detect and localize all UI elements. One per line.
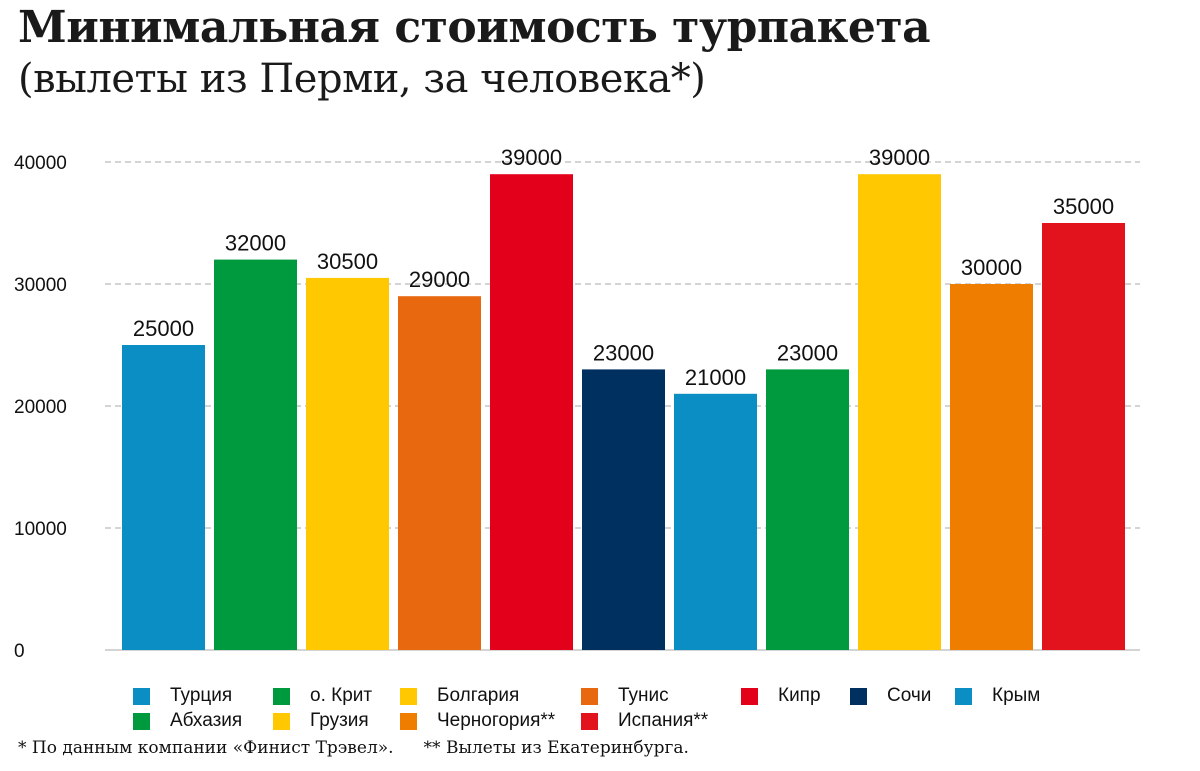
legend-swatch [955, 687, 972, 705]
bar-chart: 0 10000 20000 30000 40000 25000 32000 30500 2900… [14, 145, 1140, 662]
data-label: 35000 [1053, 194, 1114, 219]
y-tick-label: 30000 [14, 275, 67, 296]
legend-item: Кипр [741, 685, 821, 707]
data-label: 30500 [317, 249, 378, 274]
bar-1 [122, 345, 205, 650]
bar-11 [1042, 223, 1125, 650]
legend-swatch [581, 712, 598, 730]
legend-swatch [133, 687, 150, 705]
legend-label: Сочи [887, 685, 932, 706]
chart-title: Минимальная стоимость турпакета [18, 2, 931, 53]
legend-label: Болгария [437, 685, 520, 706]
bar-6 [582, 369, 665, 650]
legend-item: Испания** [581, 710, 708, 732]
bar-2 [214, 259, 297, 650]
legend-label: Тунис [618, 685, 669, 706]
data-label: 29000 [409, 267, 470, 292]
data-label: 21000 [685, 365, 746, 390]
legend-label: Крым [992, 685, 1041, 706]
data-label: 25000 [133, 316, 194, 341]
legend-label: Кипр [778, 685, 821, 706]
legend-label: Грузия [310, 710, 369, 731]
legend-label: Турция [170, 685, 233, 706]
data-label: 23000 [593, 340, 654, 365]
footnote-1: * По данным компании «Финист Трэвел». [18, 738, 394, 758]
legend-swatch [400, 712, 417, 730]
legend-swatch [273, 712, 290, 730]
bar-4 [398, 296, 481, 650]
chart-subtitle: (вылеты из Перми, за человека*) [18, 56, 706, 102]
bar-5 [490, 174, 573, 650]
legend-item: Сочи [850, 685, 931, 707]
y-tick-label: 20000 [14, 397, 67, 418]
legend-label: Абхазия [170, 710, 243, 731]
bar-8 [766, 369, 849, 650]
legend-label: о. Крит [310, 685, 373, 706]
legend-item: Черногория** [400, 710, 555, 732]
legend-item: о. Крит [273, 685, 372, 707]
data-label: 30000 [961, 255, 1022, 280]
data-label: 39000 [501, 145, 562, 170]
footnote-2: ** Вылеты из Екатеринбурга. [423, 738, 689, 758]
legend-item: Абхазия [133, 710, 242, 732]
legend-item: Крым [955, 685, 1040, 707]
legend-item: Тунис [581, 685, 669, 707]
legend-swatch [400, 687, 417, 705]
bar-9 [858, 174, 941, 650]
data-label: 39000 [869, 145, 930, 170]
legend-label: Черногория** [437, 710, 556, 731]
y-tick-label: 0 [14, 641, 25, 662]
footnotes: * По данным компании «Финист Трэвел». ** … [18, 738, 719, 758]
legend-item: Турция [133, 685, 232, 707]
y-tick-label: 40000 [14, 153, 67, 174]
y-tick-label: 10000 [14, 519, 67, 540]
legend-swatch [581, 687, 598, 705]
legend-swatch [850, 687, 867, 705]
legend-swatch [741, 687, 758, 705]
legend-swatch [273, 687, 290, 705]
legend-item: Грузия [273, 710, 369, 732]
data-label: 23000 [777, 340, 838, 365]
data-label: 32000 [225, 231, 286, 256]
legend-swatch [133, 712, 150, 730]
bar-7 [674, 393, 757, 650]
bar-3 [306, 277, 389, 650]
legend-label: Испания** [618, 710, 709, 731]
legend-item: Болгария [400, 685, 519, 707]
bar-10 [950, 284, 1033, 650]
